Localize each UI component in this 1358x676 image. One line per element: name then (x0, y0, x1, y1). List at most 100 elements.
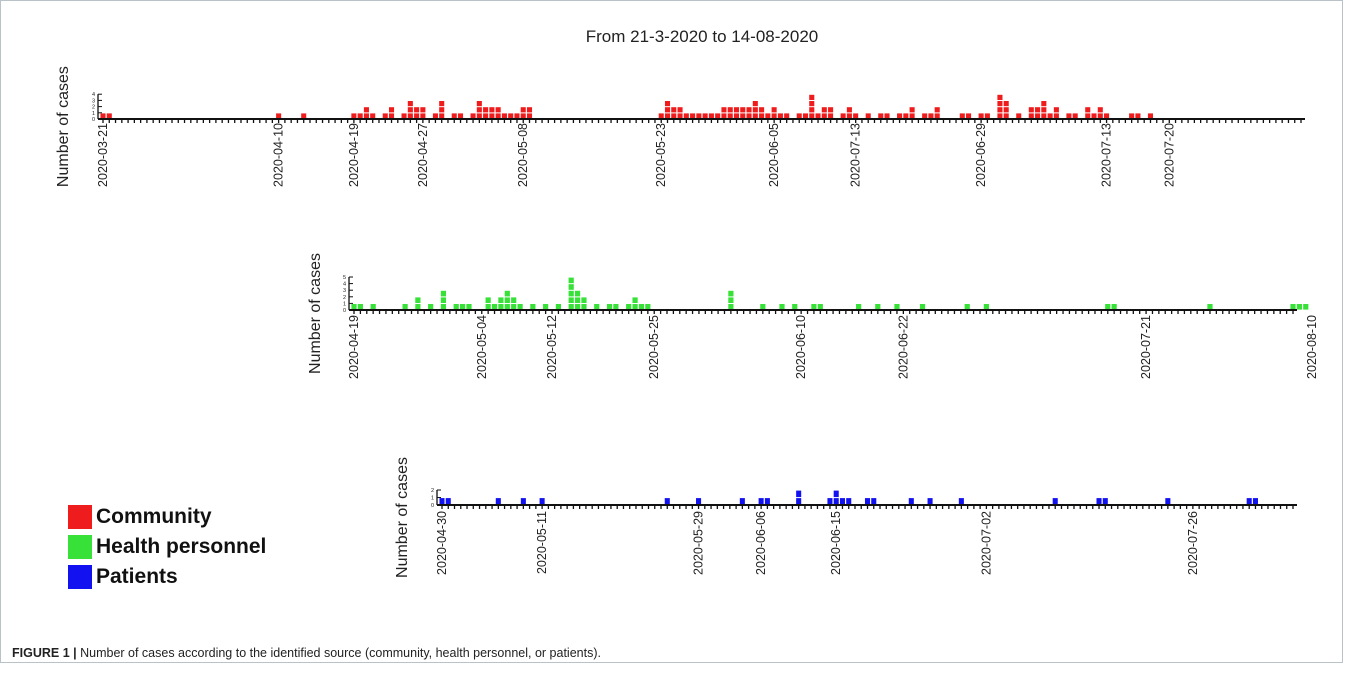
bar-square (498, 304, 504, 310)
bar-square (498, 297, 504, 303)
x-tick-label: 2020-05-12 (545, 315, 559, 379)
bar-square (894, 304, 900, 310)
bar-square (777, 113, 783, 119)
bar-square (402, 304, 408, 310)
bar-square (495, 498, 501, 505)
bar-square (1028, 107, 1034, 113)
bar-square (357, 113, 363, 119)
bar-square (428, 304, 434, 310)
bar-square (1097, 113, 1103, 119)
bar-square (853, 113, 859, 119)
x-tick-label: 2020-06-29 (974, 123, 988, 187)
x-tick-label: 2020-06-05 (767, 123, 781, 187)
bar-square (727, 107, 733, 113)
bar-square (934, 113, 940, 119)
x-tick-label: 2020-07-02 (979, 511, 993, 575)
bar-square (671, 107, 677, 113)
x-tick-label: 2020-06-06 (754, 511, 768, 575)
bar-square (520, 113, 526, 119)
bar-square (1041, 101, 1047, 107)
x-tick-label: 2020-07-13 (849, 123, 863, 187)
bar-square (927, 498, 933, 505)
bar-square (959, 113, 965, 119)
bar-square (728, 290, 734, 297)
bar-square (106, 113, 112, 119)
bar-square (363, 107, 369, 113)
bar-square (476, 113, 482, 119)
caption-text: Number of cases according to the identif… (76, 646, 601, 660)
bar-square (839, 498, 845, 505)
bar-square (840, 113, 846, 119)
bar-square (1207, 304, 1213, 310)
y-tick-label: 1 (343, 301, 346, 307)
bar-square (997, 107, 1003, 113)
bar-square (796, 498, 802, 505)
x-tick-label: 2020-05-23 (654, 123, 668, 187)
legend-label-patients: Patients (96, 565, 178, 588)
legend-item-community: Community (68, 502, 266, 532)
bar-square (802, 113, 809, 119)
x-tick-label: 2020-06-15 (829, 511, 843, 575)
bar-square (451, 113, 457, 119)
bar-square (485, 297, 491, 303)
bar-square (1028, 113, 1034, 119)
bar-square (511, 297, 517, 303)
bar-square (1035, 107, 1041, 113)
x-tick-label: 2020-07-26 (1186, 511, 1200, 575)
bar-square (809, 94, 815, 100)
bar-square (721, 107, 727, 113)
bar-square (708, 113, 714, 119)
bar-square (414, 107, 420, 113)
legend-item-patients: Patients (68, 562, 266, 592)
bar-square (1016, 113, 1022, 119)
y-tick-label: 4 (343, 282, 346, 288)
bar-square (733, 107, 740, 113)
bar-square (809, 107, 815, 113)
bar-square (1003, 113, 1009, 119)
bar-square (771, 107, 777, 113)
x-tick-label: 2020-07-21 (1139, 315, 1153, 379)
y-tick-label: 2 (92, 105, 95, 111)
bar-square (511, 304, 517, 310)
bar-square (997, 94, 1003, 100)
bar-square (476, 107, 482, 113)
bar-square (520, 498, 526, 505)
bar-square (526, 107, 533, 113)
bar-square (301, 113, 307, 119)
bar-square (728, 304, 734, 310)
x-tick-label: 2020-04-27 (416, 123, 430, 187)
bar-square (489, 107, 495, 113)
bar-square (903, 113, 909, 119)
x-tick-label: 2020-07-20 (1162, 123, 1176, 187)
bar-square (1003, 101, 1009, 107)
bar-square (721, 113, 727, 119)
bar-square (568, 290, 574, 297)
y-tick-label: 2 (343, 295, 346, 301)
bar-square (453, 304, 459, 310)
bar-square (664, 107, 671, 113)
bar-square (765, 113, 771, 119)
bar-square (501, 113, 507, 119)
bar-square (555, 304, 561, 310)
bar-square (445, 498, 451, 505)
bar-square (997, 113, 1003, 119)
bar-square (1066, 113, 1072, 119)
bar-square (568, 284, 574, 290)
bar-square (485, 304, 491, 310)
bar-square (758, 498, 764, 505)
bar-square (864, 498, 871, 505)
bar-square (466, 304, 472, 310)
bar-square (415, 304, 421, 310)
bar-square (984, 113, 990, 119)
bar-square (388, 113, 395, 119)
bar-square (690, 113, 696, 119)
bar-square (606, 304, 613, 310)
bar-square (401, 113, 407, 119)
bar-square (407, 113, 413, 119)
legend-swatch-patients (68, 565, 92, 589)
bar-square (1104, 113, 1110, 119)
bar-square (671, 113, 677, 119)
bar-square (1290, 304, 1296, 310)
bar-square (407, 107, 413, 113)
